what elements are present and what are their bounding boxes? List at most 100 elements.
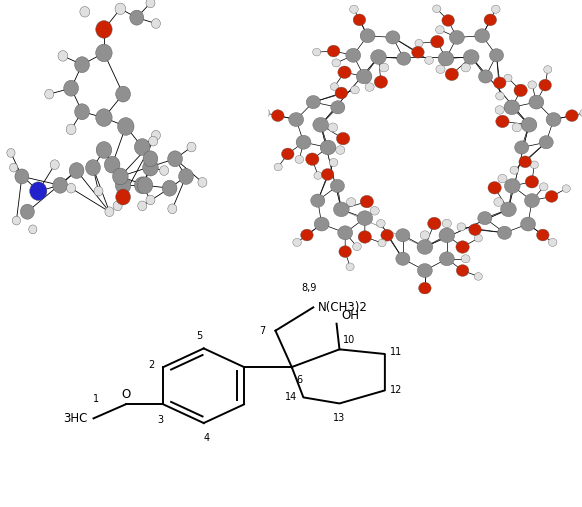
Circle shape [282,148,294,160]
Circle shape [456,265,469,276]
Circle shape [187,142,196,152]
Circle shape [346,198,356,206]
Circle shape [445,68,459,81]
Circle shape [365,83,374,91]
Circle shape [415,40,423,47]
Circle shape [442,219,452,228]
Circle shape [521,118,537,132]
Circle shape [539,135,553,149]
Circle shape [335,87,347,99]
Circle shape [331,101,345,114]
Circle shape [510,166,519,174]
Circle shape [336,146,345,154]
Text: 4: 4 [204,433,210,443]
Text: 13: 13 [333,413,346,423]
Circle shape [374,76,388,88]
Circle shape [469,224,481,236]
Circle shape [115,177,131,194]
Circle shape [417,264,432,277]
Circle shape [544,66,552,74]
Circle shape [338,226,353,240]
Circle shape [58,51,68,61]
Circle shape [438,51,454,66]
Circle shape [525,175,538,188]
Text: O: O [121,388,130,401]
Circle shape [66,184,76,193]
Circle shape [289,113,304,127]
Circle shape [336,132,350,145]
Circle shape [491,5,500,13]
Text: 14: 14 [285,392,297,403]
Circle shape [474,273,482,280]
Circle shape [520,217,535,231]
Circle shape [168,151,182,167]
Circle shape [396,252,410,265]
Circle shape [327,45,340,57]
Circle shape [488,182,501,194]
Circle shape [478,211,492,225]
Circle shape [457,223,466,231]
Text: 2: 2 [148,360,155,370]
Circle shape [74,104,90,120]
Circle shape [580,109,582,117]
Circle shape [295,155,304,163]
Circle shape [314,217,329,231]
Circle shape [296,135,311,149]
Circle shape [138,201,147,211]
Circle shape [456,241,469,254]
Circle shape [9,163,18,172]
Circle shape [30,182,47,200]
Text: 6: 6 [296,376,303,385]
Circle shape [381,229,393,241]
Circle shape [529,95,544,109]
Circle shape [148,136,158,146]
Circle shape [151,19,161,28]
Circle shape [439,228,455,242]
Circle shape [104,156,120,173]
Circle shape [474,234,482,242]
Text: 5: 5 [196,332,202,341]
Circle shape [351,86,359,94]
Circle shape [442,15,455,26]
Circle shape [463,50,479,64]
Circle shape [113,201,122,211]
Circle shape [346,48,361,62]
Circle shape [514,141,528,154]
Circle shape [436,65,445,74]
Circle shape [333,202,349,216]
Circle shape [143,151,158,167]
Circle shape [311,194,325,207]
Circle shape [20,204,34,219]
Circle shape [346,263,354,271]
Circle shape [562,185,570,193]
Text: 12: 12 [389,385,402,395]
Text: 11: 11 [389,347,402,357]
Circle shape [489,49,503,62]
Circle shape [350,5,359,13]
Circle shape [546,113,561,127]
Circle shape [495,105,504,114]
Circle shape [64,80,79,96]
Circle shape [53,177,68,193]
Circle shape [15,169,29,184]
Text: 8,9: 8,9 [301,283,316,294]
Circle shape [313,118,329,132]
Circle shape [69,163,84,178]
Circle shape [432,5,441,13]
Circle shape [74,57,90,73]
Circle shape [338,66,351,79]
Circle shape [519,156,531,168]
Circle shape [360,195,374,208]
Circle shape [271,110,284,122]
Circle shape [539,79,551,91]
Circle shape [528,81,537,89]
Circle shape [339,246,352,258]
Circle shape [494,77,506,89]
Circle shape [328,123,338,132]
Circle shape [274,163,282,171]
Circle shape [321,168,334,180]
Circle shape [524,194,540,207]
Circle shape [504,100,520,115]
Circle shape [293,238,301,246]
Circle shape [306,95,321,108]
